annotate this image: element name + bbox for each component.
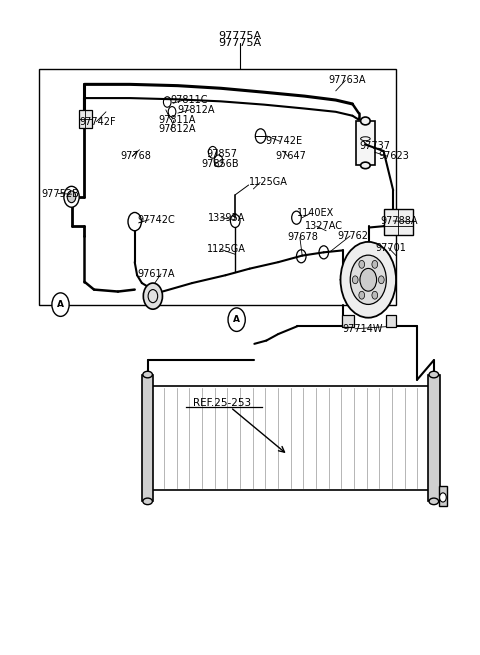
Text: 97647: 97647 bbox=[275, 151, 306, 161]
Ellipse shape bbox=[143, 371, 153, 378]
Bar bbox=[79, 110, 92, 128]
Text: A: A bbox=[233, 315, 240, 324]
Bar bbox=[384, 208, 413, 234]
Bar bbox=[342, 315, 354, 327]
Text: 97812A: 97812A bbox=[158, 124, 196, 134]
Bar bbox=[428, 375, 440, 501]
Text: 97788A: 97788A bbox=[380, 216, 418, 226]
Text: 97752B: 97752B bbox=[41, 189, 79, 198]
Text: 97812A: 97812A bbox=[178, 105, 216, 115]
Text: 1327AC: 1327AC bbox=[305, 221, 343, 231]
Circle shape bbox=[359, 291, 365, 299]
Circle shape bbox=[372, 291, 378, 299]
Circle shape bbox=[440, 493, 446, 502]
Ellipse shape bbox=[360, 162, 370, 169]
Text: 97775A: 97775A bbox=[218, 31, 262, 41]
Ellipse shape bbox=[429, 371, 439, 378]
Circle shape bbox=[359, 261, 365, 269]
Text: 97763A: 97763A bbox=[328, 75, 366, 85]
Text: 97857: 97857 bbox=[206, 149, 238, 159]
Circle shape bbox=[340, 242, 396, 318]
Text: 97762: 97762 bbox=[337, 231, 368, 241]
Circle shape bbox=[64, 186, 79, 207]
Circle shape bbox=[360, 269, 377, 291]
Text: 97678: 97678 bbox=[287, 233, 318, 242]
Circle shape bbox=[228, 308, 245, 331]
Text: 1125GA: 1125GA bbox=[249, 178, 288, 187]
Text: REF.25-253: REF.25-253 bbox=[193, 398, 252, 407]
Text: 97768: 97768 bbox=[120, 151, 151, 161]
Circle shape bbox=[372, 261, 378, 269]
Circle shape bbox=[67, 191, 76, 202]
Bar bbox=[142, 375, 154, 501]
Text: A: A bbox=[57, 300, 64, 309]
Circle shape bbox=[350, 255, 386, 305]
Text: 97623: 97623 bbox=[379, 151, 409, 161]
Text: 97737: 97737 bbox=[360, 141, 391, 151]
Text: 97701: 97701 bbox=[375, 243, 407, 253]
Text: 97811A: 97811A bbox=[158, 115, 196, 124]
Text: 97856B: 97856B bbox=[202, 159, 240, 169]
Text: 97775A: 97775A bbox=[218, 38, 262, 48]
Text: 97742E: 97742E bbox=[265, 136, 302, 146]
Circle shape bbox=[378, 276, 384, 284]
Circle shape bbox=[52, 293, 69, 316]
Text: 97742F: 97742F bbox=[80, 117, 116, 126]
Ellipse shape bbox=[360, 117, 370, 125]
Bar bbox=[39, 69, 396, 305]
Text: 97617A: 97617A bbox=[137, 269, 175, 279]
Circle shape bbox=[144, 283, 162, 309]
Text: 13395A: 13395A bbox=[208, 213, 245, 223]
Ellipse shape bbox=[143, 498, 153, 504]
Text: 97742C: 97742C bbox=[137, 215, 175, 225]
Text: 97811C: 97811C bbox=[170, 95, 208, 105]
Bar bbox=[356, 121, 375, 166]
Circle shape bbox=[352, 276, 358, 284]
Bar bbox=[386, 315, 396, 327]
Text: 1125GA: 1125GA bbox=[206, 244, 245, 254]
Text: 97714W: 97714W bbox=[342, 324, 383, 334]
Ellipse shape bbox=[429, 498, 439, 504]
Bar bbox=[439, 486, 447, 506]
Bar bbox=[152, 386, 430, 489]
Text: 1140EX: 1140EX bbox=[297, 208, 334, 218]
